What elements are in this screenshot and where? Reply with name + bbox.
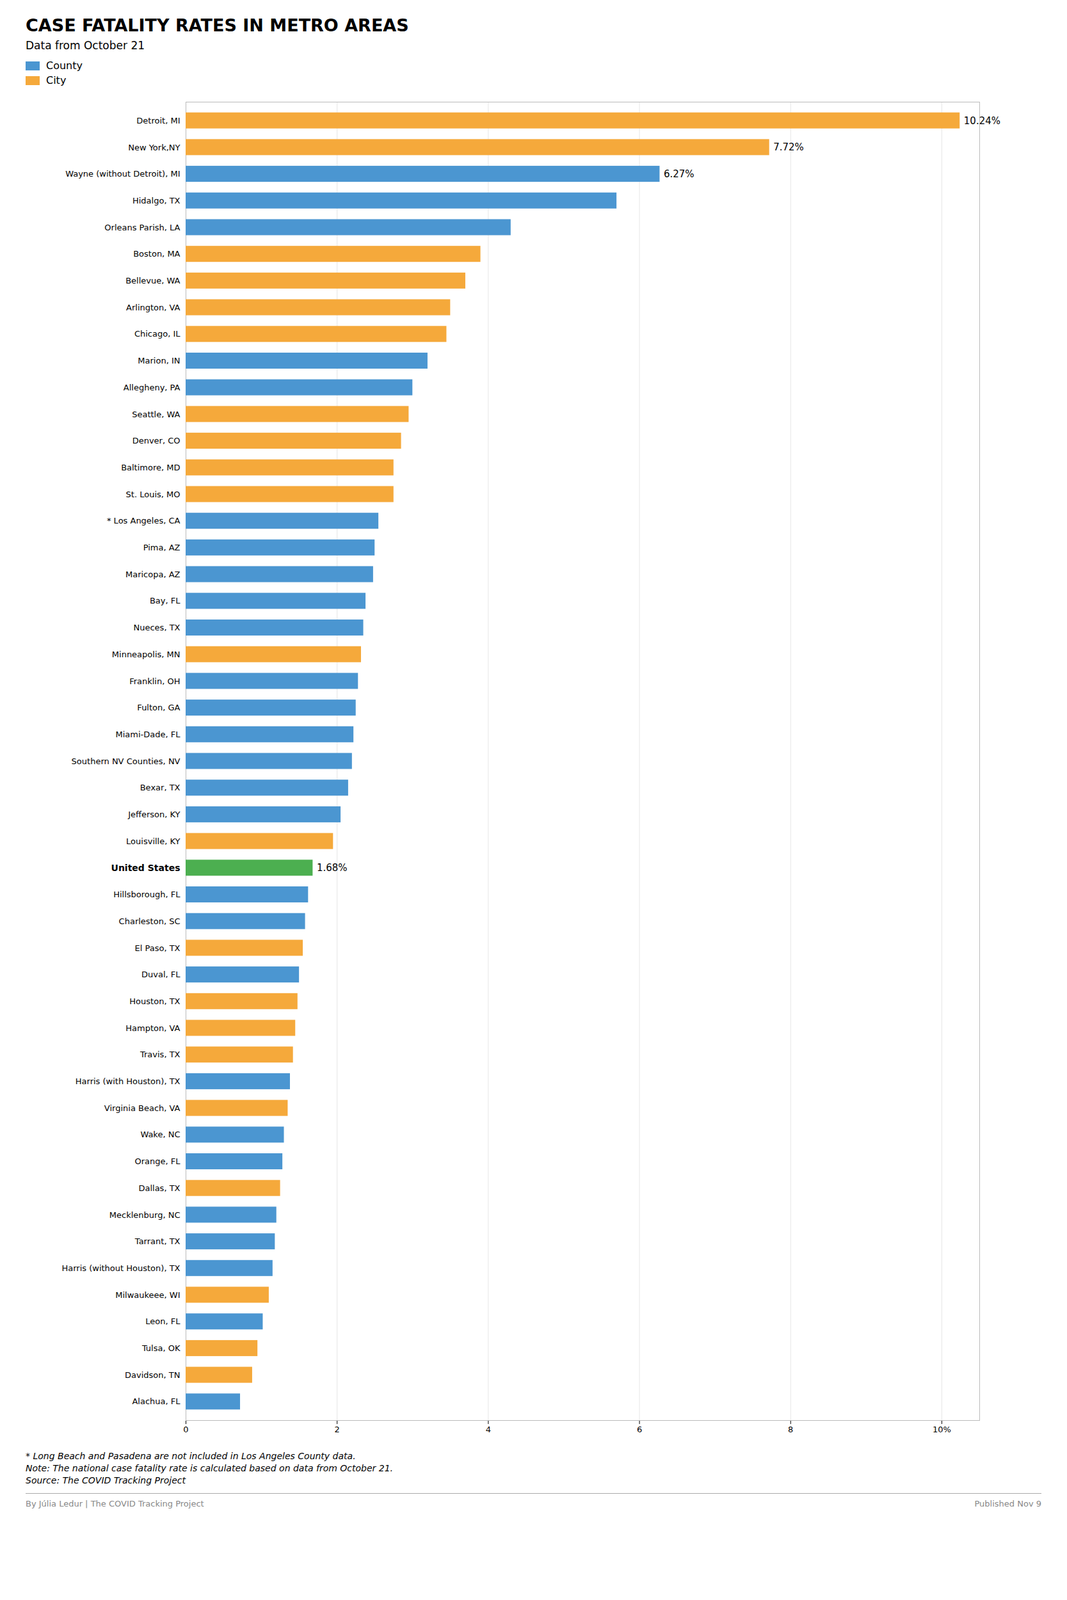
svg-text:0: 0 [183, 1424, 189, 1435]
svg-text:Tulsa, OK: Tulsa, OK [141, 1343, 181, 1354]
svg-text:Orange, FL: Orange, FL [134, 1156, 181, 1167]
svg-text:* Los Angeles, CA: * Los Angeles, CA [106, 515, 181, 526]
svg-text:Detroit, MI: Detroit, MI [136, 115, 180, 126]
svg-text:Nueces, TX: Nueces, TX [133, 622, 181, 633]
svg-text:4: 4 [485, 1424, 491, 1435]
svg-text:10.24%: 10.24% [963, 114, 1001, 127]
svg-text:St. Louis, MO: St. Louis, MO [126, 489, 181, 500]
svg-text:2: 2 [334, 1424, 340, 1435]
html-text:City: City [46, 74, 67, 87]
svg-text:Wayne (without Detroit), MI: Wayne (without Detroit), MI [65, 168, 180, 179]
svg-text:8: 8 [787, 1424, 794, 1435]
svg-text:Wake, NC: Wake, NC [140, 1129, 180, 1140]
svg-text:Denver, CO: Denver, CO [132, 435, 181, 446]
svg-text:Chicago, IL: Chicago, IL [134, 328, 181, 339]
svg-text:Orleans Parish, LA: Orleans Parish, LA [104, 222, 180, 233]
html-text:CASE FATALITY RATES IN METRO A: CASE FATALITY RATES IN METRO AREAS [25, 15, 409, 36]
svg-text:Southern NV Counties, NV: Southern NV Counties, NV [71, 756, 181, 767]
svg-text:Mecklenburg, NC: Mecklenburg, NC [109, 1210, 181, 1220]
svg-text:Miami-Dade, FL: Miami-Dade, FL [115, 729, 182, 740]
svg-text:Duval, FL: Duval, FL [141, 969, 181, 980]
svg-text:Seattle, WA: Seattle, WA [131, 409, 180, 420]
svg-text:Charleston, SC: Charleston, SC [119, 916, 181, 927]
svg-text:Jefferson, KY: Jefferson, KY [127, 809, 180, 820]
svg-text:Milwaukeee, WI: Milwaukeee, WI [115, 1290, 180, 1300]
svg-text:6: 6 [636, 1424, 642, 1435]
html-text:Note: The national case fatali: Note: The national case fatality rate is… [25, 1463, 394, 1474]
svg-text:Leon, FL: Leon, FL [145, 1316, 181, 1327]
svg-text:Maricopa, AZ: Maricopa, AZ [125, 569, 181, 580]
html-text:By Júlia Ledur | The COVID Tra: By Júlia Ledur | The COVID Tracking Proj… [25, 1499, 204, 1509]
svg-text:Hampton, VA: Hampton, VA [125, 1023, 180, 1034]
svg-text:Marion, IN: Marion, IN [137, 355, 180, 366]
svg-text:Harris (without Houston), TX: Harris (without Houston), TX [61, 1263, 180, 1274]
svg-text:El Paso, TX: El Paso, TX [134, 943, 180, 954]
svg-text:1.68%: 1.68% [316, 862, 348, 874]
html-text:* Long Beach and Pasadena are: * Long Beach and Pasadena are not includ… [25, 1451, 356, 1462]
svg-text:Alachua, FL: Alachua, FL [131, 1396, 181, 1407]
svg-text:Bay, FL: Bay, FL [149, 595, 181, 606]
svg-text:Franklin, OH: Franklin, OH [129, 676, 180, 687]
svg-text:10%: 10% [932, 1424, 952, 1435]
html-text:County: County [46, 59, 83, 72]
html-text:Published Nov 9: Published Nov 9 [974, 1499, 1042, 1509]
svg-text:Tarrant, TX: Tarrant, TX [134, 1236, 181, 1247]
svg-text:Pima, AZ: Pima, AZ [143, 542, 181, 553]
svg-text:Boston, MA: Boston, MA [133, 248, 180, 259]
svg-text:United States: United States [111, 862, 181, 874]
svg-text:Arlington, VA: Arlington, VA [126, 302, 181, 313]
svg-text:Louisville, KY: Louisville, KY [126, 836, 180, 847]
svg-text:Hillsborough, FL: Hillsborough, FL [113, 889, 181, 900]
svg-text:Minneapolis, MN: Minneapolis, MN [112, 649, 181, 660]
html-text:Source: The COVID Tracking Pro: Source: The COVID Tracking Project [25, 1475, 186, 1486]
svg-text:Fulton, GA: Fulton, GA [136, 702, 180, 713]
svg-text:Baltimore, MD: Baltimore, MD [120, 462, 180, 473]
svg-text:Hidalgo, TX: Hidalgo, TX [132, 195, 181, 206]
svg-text:Allegheny, PA: Allegheny, PA [123, 382, 181, 393]
svg-text:Travis, TX: Travis, TX [139, 1049, 181, 1060]
svg-text:6.27%: 6.27% [663, 168, 695, 180]
svg-text:Davidson, TN: Davidson, TN [124, 1370, 180, 1380]
svg-text:Bexar, TX: Bexar, TX [140, 782, 181, 793]
svg-text:Harris (with Houston), TX: Harris (with Houston), TX [75, 1076, 181, 1087]
svg-text:7.72%: 7.72% [773, 141, 804, 153]
html-text:Data from October 21: Data from October 21 [25, 39, 145, 52]
svg-text:Virginia Beach, VA: Virginia Beach, VA [104, 1103, 181, 1114]
svg-text:Bellevue, WA: Bellevue, WA [125, 275, 180, 286]
svg-text:Dallas, TX: Dallas, TX [138, 1183, 180, 1194]
svg-text:Houston, TX: Houston, TX [129, 996, 180, 1007]
svg-text:New York,NY: New York,NY [128, 142, 180, 153]
